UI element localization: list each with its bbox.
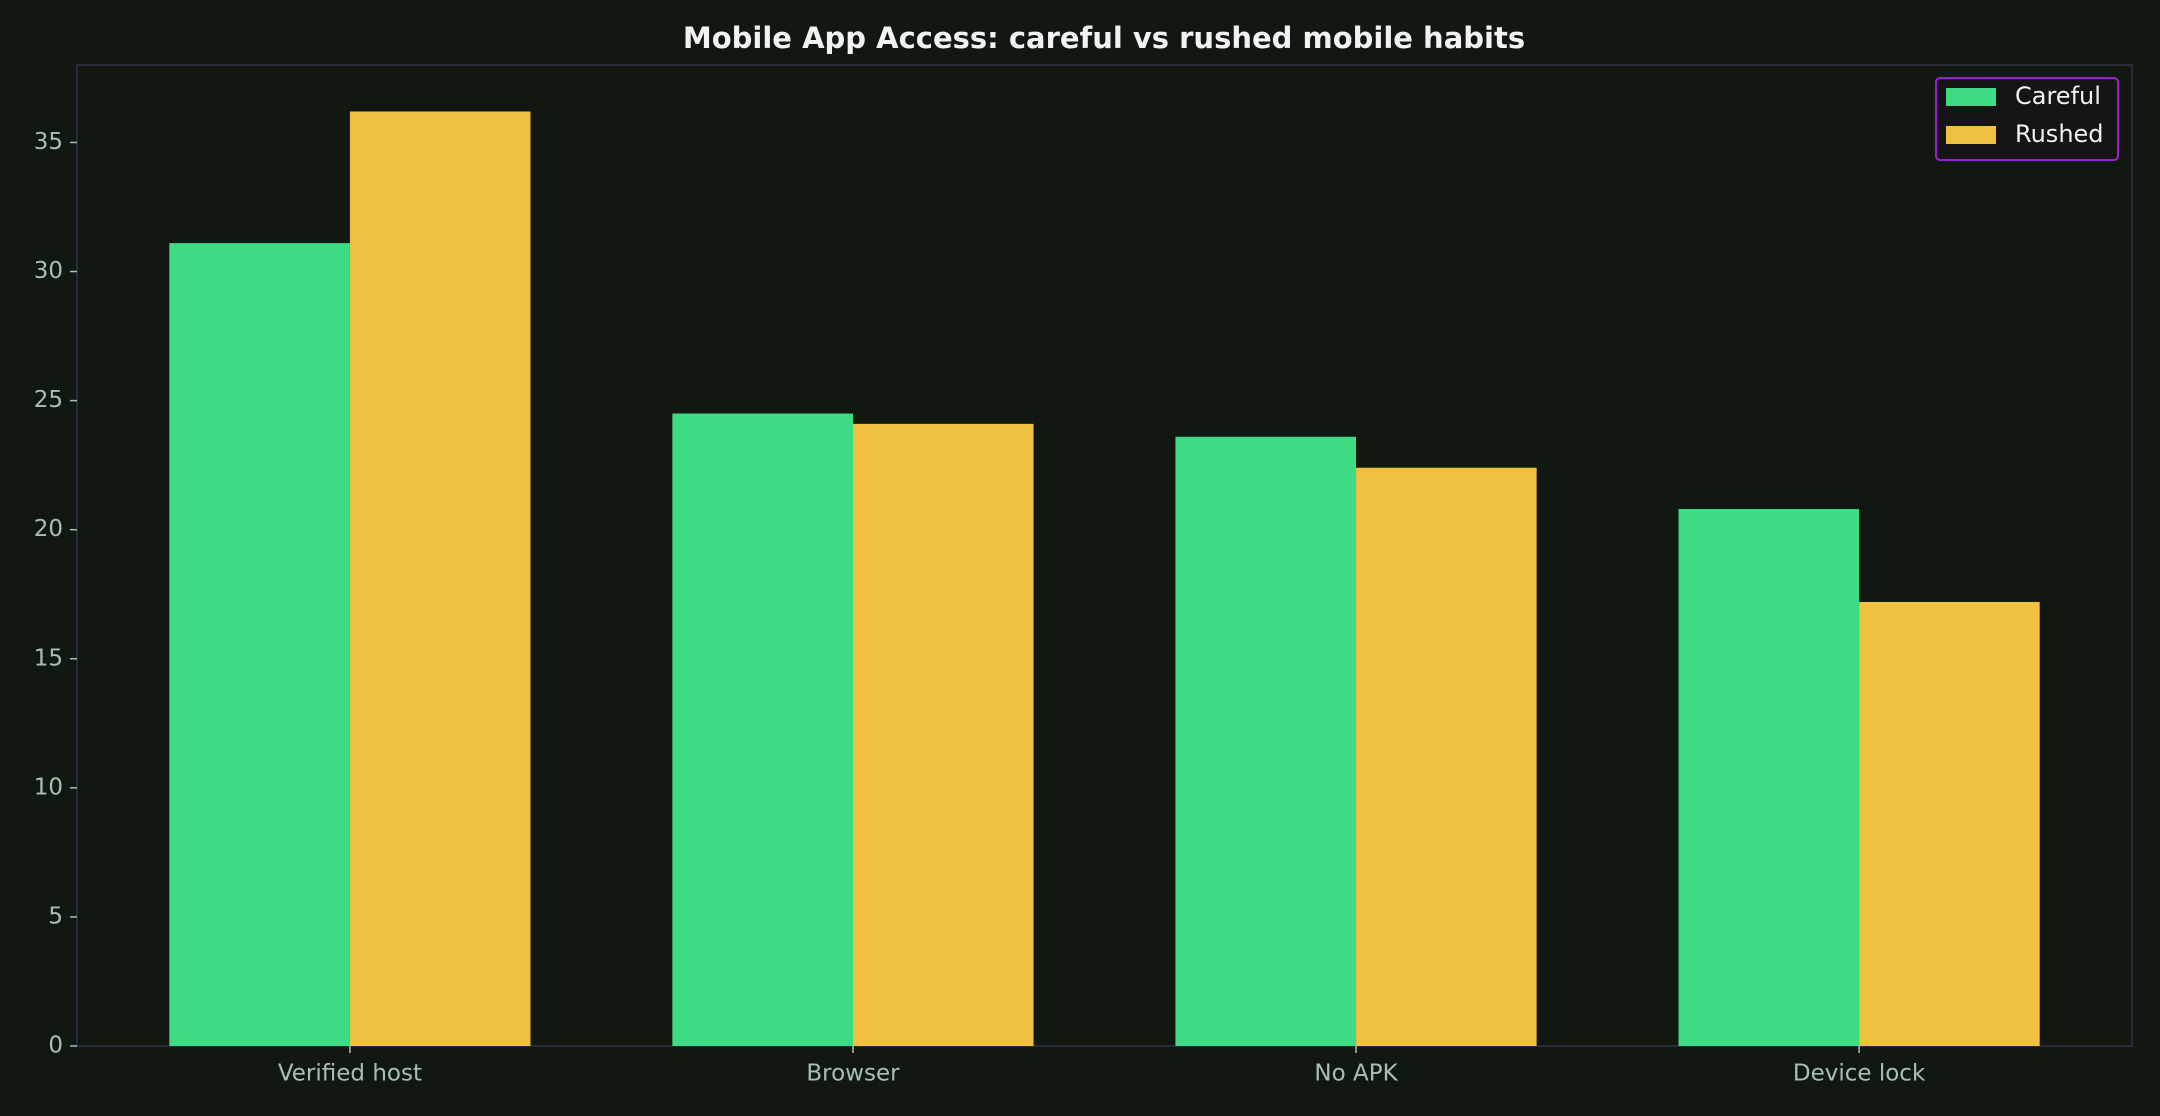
x-tick-label: Browser (806, 1061, 900, 1087)
bar (1175, 436, 1357, 1046)
x-tick-label: No APK (1314, 1061, 1398, 1087)
x-tick-label: Device lock (1793, 1061, 1926, 1087)
bar (1678, 509, 1860, 1046)
chart-title: Mobile App Access: careful vs rushed mob… (683, 21, 1525, 55)
y-tick-label: 0 (48, 1033, 63, 1059)
bar (672, 413, 853, 1046)
bar (852, 423, 1034, 1046)
y-tick-label: 10 (34, 774, 63, 800)
y-tick-label: 15 (34, 645, 63, 671)
bar (1356, 467, 1537, 1046)
y-tick-label: 25 (34, 387, 63, 413)
legend-swatch (1946, 126, 1996, 144)
plot-frame (76, 64, 2133, 1047)
bar (349, 111, 531, 1046)
legend-swatch (1946, 88, 1996, 106)
bar (169, 243, 350, 1046)
x-tick-label: Verified host (278, 1061, 422, 1087)
legend-label: Careful (2015, 82, 2101, 110)
y-tick-label: 35 (34, 129, 63, 155)
y-tick-label: 20 (34, 516, 63, 542)
y-tick-label: 5 (48, 903, 63, 929)
y-tick-label: 30 (34, 258, 63, 284)
legend-label: Rushed (2015, 120, 2104, 148)
bar (1859, 601, 2040, 1046)
